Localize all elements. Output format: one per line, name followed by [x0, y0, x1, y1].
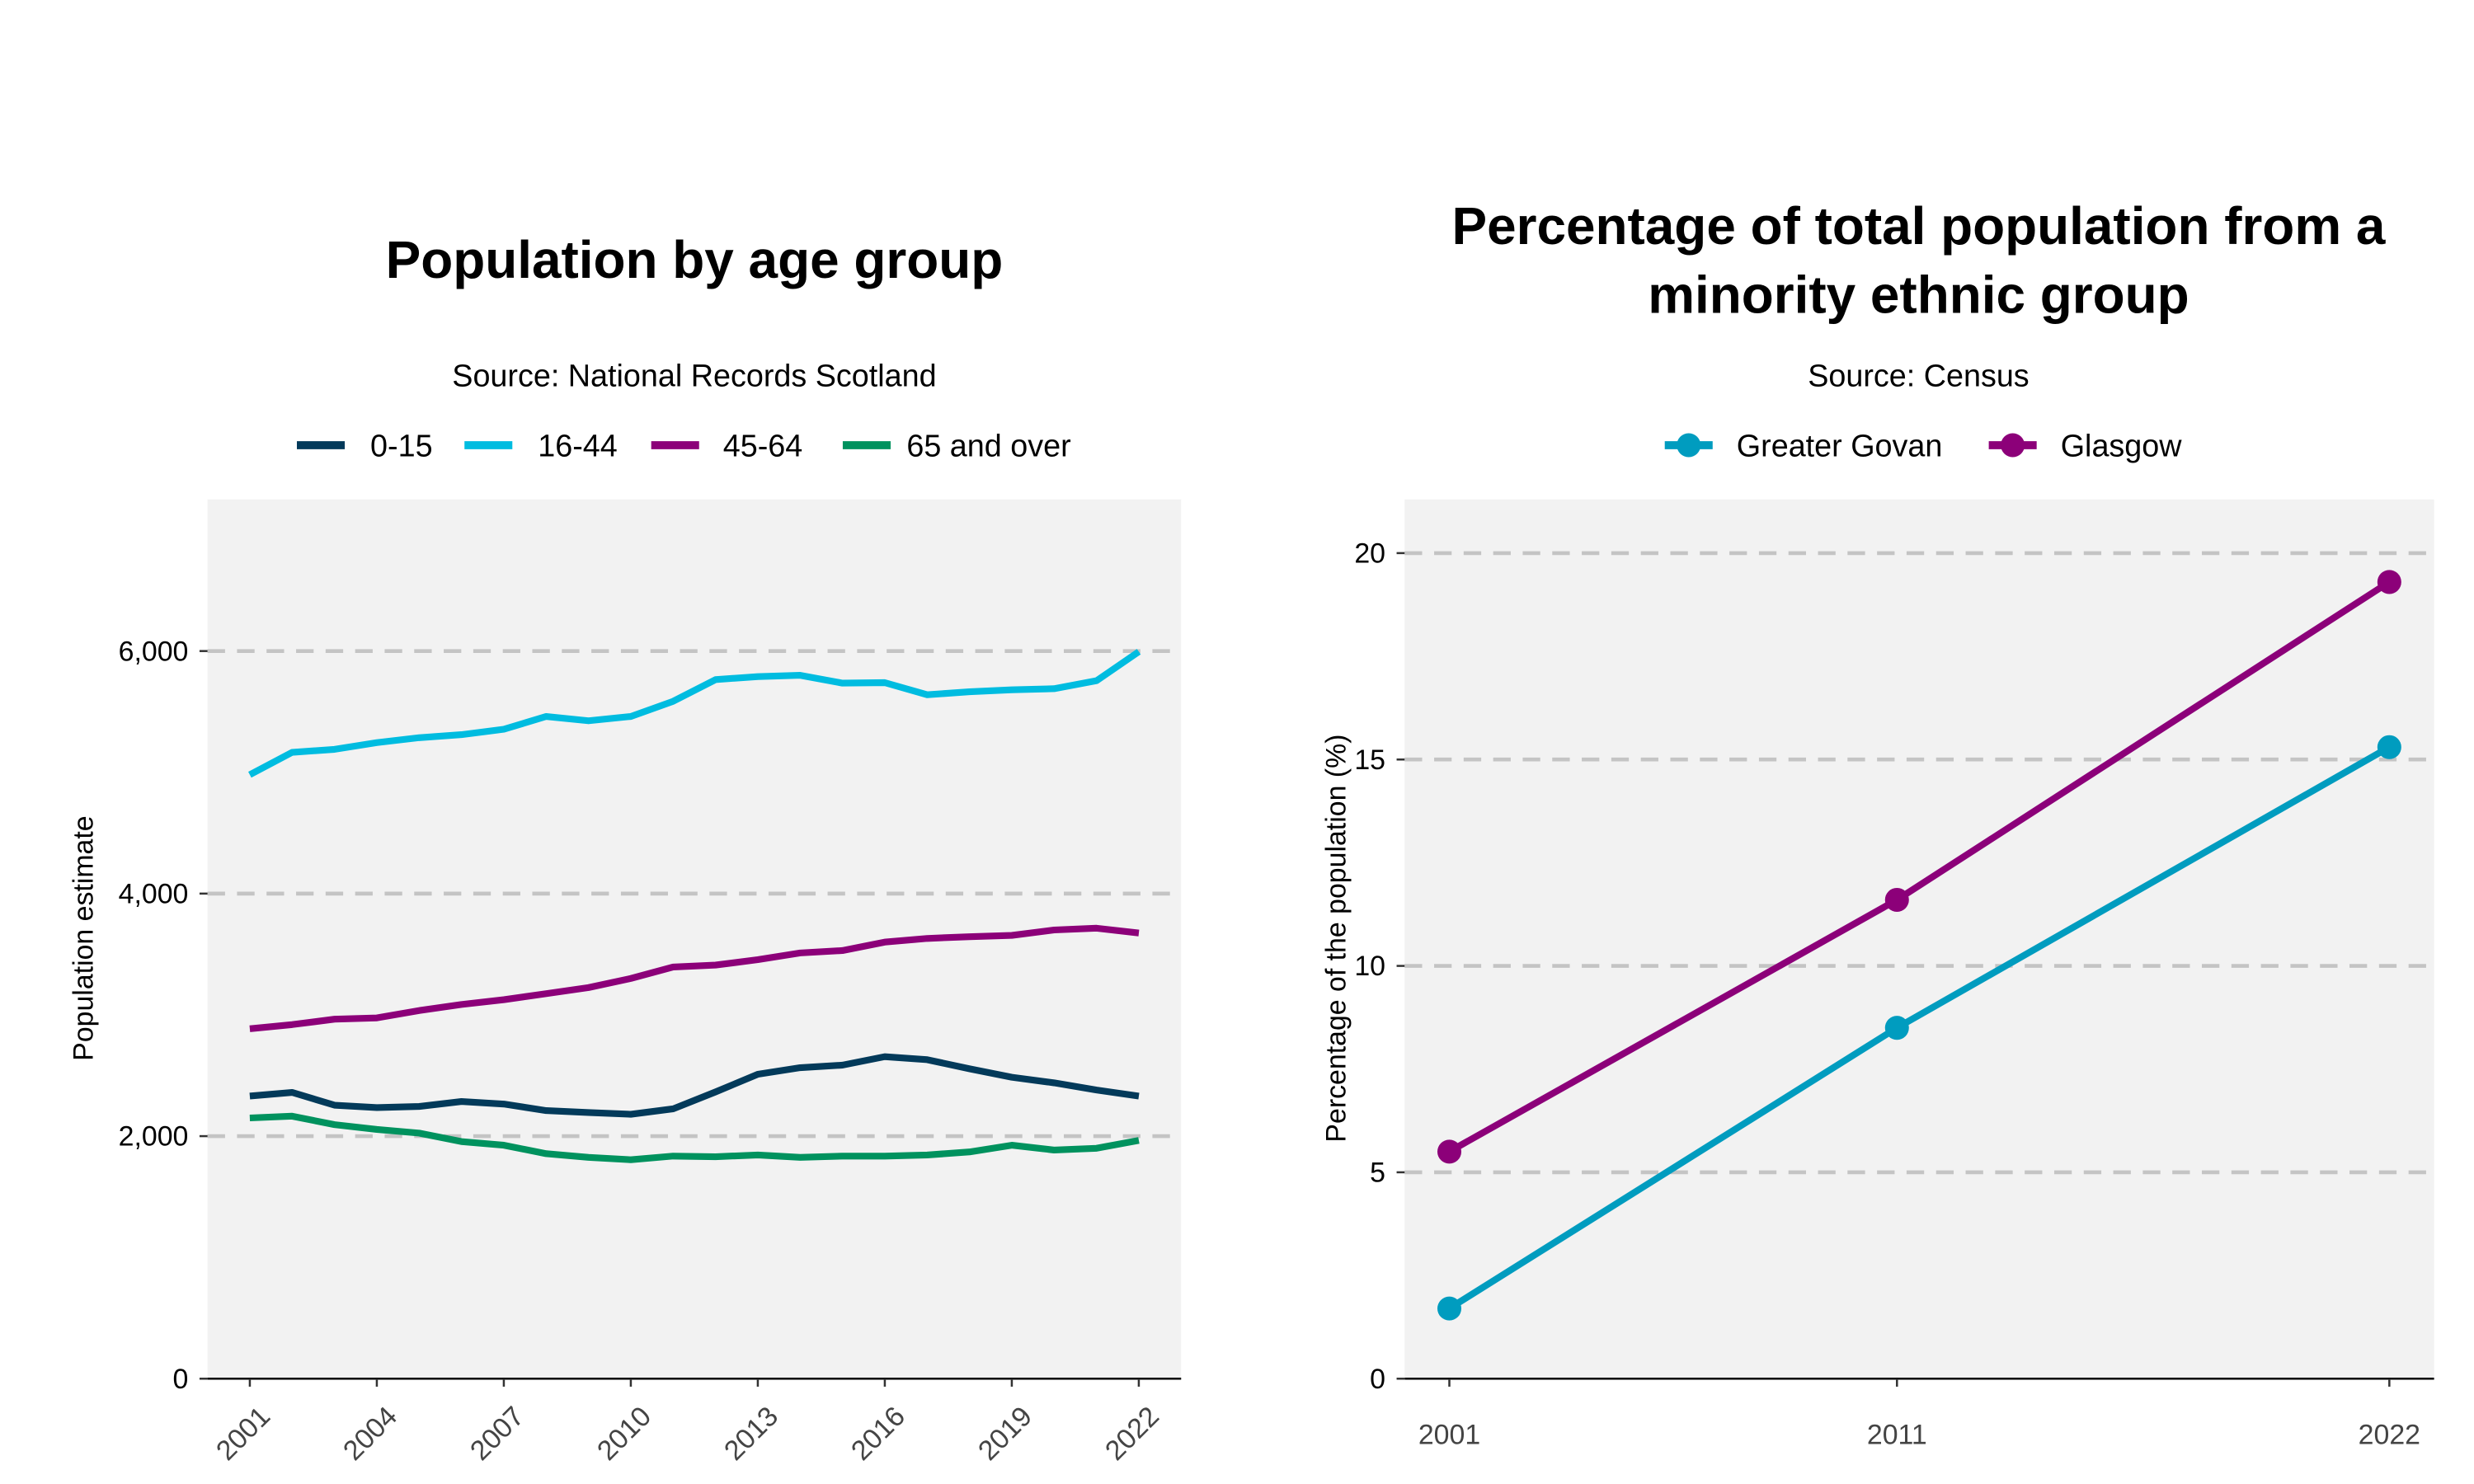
x-tick-label: 2007	[464, 1401, 530, 1467]
y-tick-label: 0	[1370, 1364, 1385, 1395]
x-tick-label: 2010	[591, 1401, 657, 1467]
x-tick-label: 2001	[210, 1401, 276, 1467]
legend-label: Greater Govan	[1737, 429, 1943, 463]
chart-title-line-2: minority ethnic group	[1648, 265, 2189, 324]
series-lines	[248, 649, 1141, 1163]
y-tick-label: 0	[173, 1364, 189, 1395]
x-tick-label: 2016	[845, 1401, 911, 1467]
series-lines	[1437, 570, 2401, 1321]
legend: 0-15 16-44 45-64 65 and over	[297, 429, 1071, 463]
ethnic-minority-chart: Percentage of total population from a mi…	[1321, 196, 2434, 1451]
gridlines	[207, 649, 1182, 1139]
legend-marker	[1677, 433, 1701, 458]
x-tick-label: 2001	[1418, 1420, 1480, 1451]
plot-panel	[1404, 499, 2434, 1379]
series-line-65-and-over	[249, 1112, 1140, 1163]
data-point	[1884, 887, 1909, 912]
data-point	[2377, 570, 2401, 594]
y-axis-title: Percentage of the population (%)	[1321, 735, 1352, 1143]
data-point	[1437, 1139, 1462, 1164]
legend-label: 45-64	[723, 429, 803, 463]
y-axis: 0 5 10 15 20	[1354, 538, 1405, 1395]
x-tick-label: 2022	[1099, 1401, 1165, 1467]
x-tick-label: 2004	[337, 1401, 403, 1467]
age-group-chart: Population by age group Source: National…	[68, 230, 1182, 1467]
x-tick-label: 2022	[2359, 1420, 2420, 1451]
plot-panel	[207, 499, 1182, 1379]
data-point	[1884, 1016, 1909, 1040]
chart-subtitle: Source: Census	[1808, 358, 2029, 392]
series-line-45-64	[249, 924, 1140, 1032]
y-tick-label: 2,000	[119, 1121, 189, 1153]
x-axis: 2001 2011 2022	[1418, 1378, 2420, 1451]
legend-label: 65 and over	[906, 429, 1070, 463]
x-tick-label: 2019	[972, 1401, 1038, 1467]
y-tick-label: 20	[1354, 538, 1385, 570]
legend: Greater Govan Glasgow	[1664, 429, 2183, 463]
y-tick-label: 4,000	[119, 878, 189, 909]
y-tick-label: 15	[1354, 744, 1385, 776]
chart-title-line-1: Percentage of total population from a	[1452, 196, 2386, 256]
chart-title: Population by age group	[386, 230, 1004, 289]
gridlines	[1404, 551, 2434, 1175]
legend-label: 0-15	[370, 429, 433, 463]
data-point	[2377, 735, 2401, 759]
x-tick-label: 2011	[1867, 1420, 1927, 1451]
series-line-0-15	[249, 1053, 1140, 1118]
x-tick-label: 2013	[718, 1401, 784, 1467]
series-line-16-44	[248, 649, 1141, 778]
legend-marker	[2001, 433, 2025, 458]
chart-subtitle: Source: National Records Scotland	[452, 358, 936, 392]
legend-label: Glasgow	[2061, 429, 2183, 463]
y-tick-label: 5	[1370, 1158, 1385, 1189]
x-axis: 2001 2004 2007 2010 2013 2016 2019 2022	[210, 1378, 1165, 1467]
legend-label: 16-44	[538, 429, 618, 463]
y-axis-title: Population estimate	[68, 815, 99, 1060]
y-axis: 0 2,000 4,000 6,000	[119, 636, 208, 1395]
data-point	[1437, 1296, 1462, 1321]
y-tick-label: 10	[1354, 951, 1385, 982]
y-tick-label: 6,000	[119, 636, 189, 667]
